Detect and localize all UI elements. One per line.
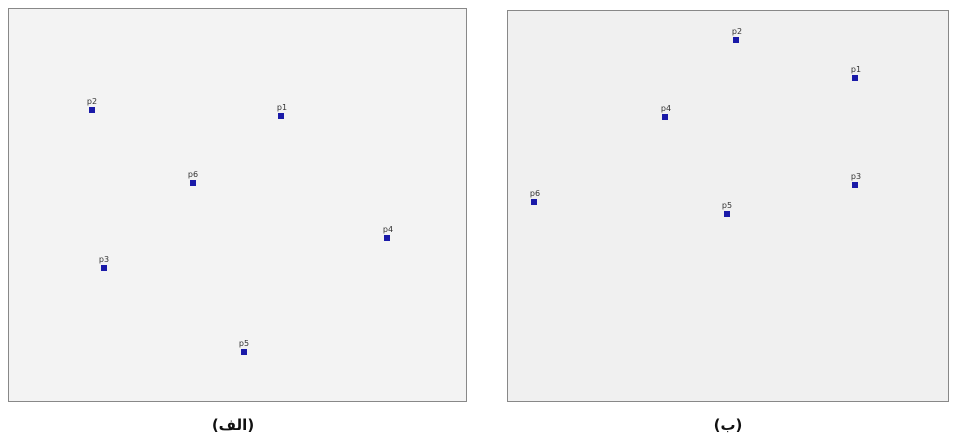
- point-marker: [190, 180, 196, 186]
- point-label: p1: [851, 65, 861, 74]
- point-label: p4: [661, 104, 671, 113]
- point-marker: [724, 211, 730, 217]
- figure: p2 p1 p6 p4 p3 p5 (الف) p2 p1 p4 p3 p6 p…: [0, 0, 957, 441]
- point-marker: [278, 113, 284, 119]
- point-label: p1: [277, 103, 287, 112]
- point-label: p2: [732, 27, 742, 36]
- point-marker: [241, 349, 247, 355]
- point-marker: [89, 107, 95, 113]
- point-marker: [733, 37, 739, 43]
- point-label: p3: [99, 255, 109, 264]
- point-label: p4: [383, 225, 393, 234]
- point-label: p6: [188, 170, 198, 179]
- point-label: p5: [239, 339, 249, 348]
- panel-caption: (ب): [714, 416, 743, 434]
- point-marker: [852, 182, 858, 188]
- point-label: p3: [851, 172, 861, 181]
- point-label: p2: [87, 97, 97, 106]
- point-marker: [852, 75, 858, 81]
- panel-frame: [9, 9, 467, 402]
- panel-caption: (الف): [212, 416, 254, 434]
- point-marker: [531, 199, 537, 205]
- point-label: p6: [530, 189, 540, 198]
- panel-a: p2 p1 p6 p4 p3 p5 (الف): [9, 9, 467, 435]
- point-label: p5: [722, 201, 732, 210]
- point-marker: [101, 265, 107, 271]
- panel-b: p2 p1 p4 p3 p6 p5 (ب): [508, 11, 949, 435]
- point-marker: [662, 114, 668, 120]
- point-marker: [384, 235, 390, 241]
